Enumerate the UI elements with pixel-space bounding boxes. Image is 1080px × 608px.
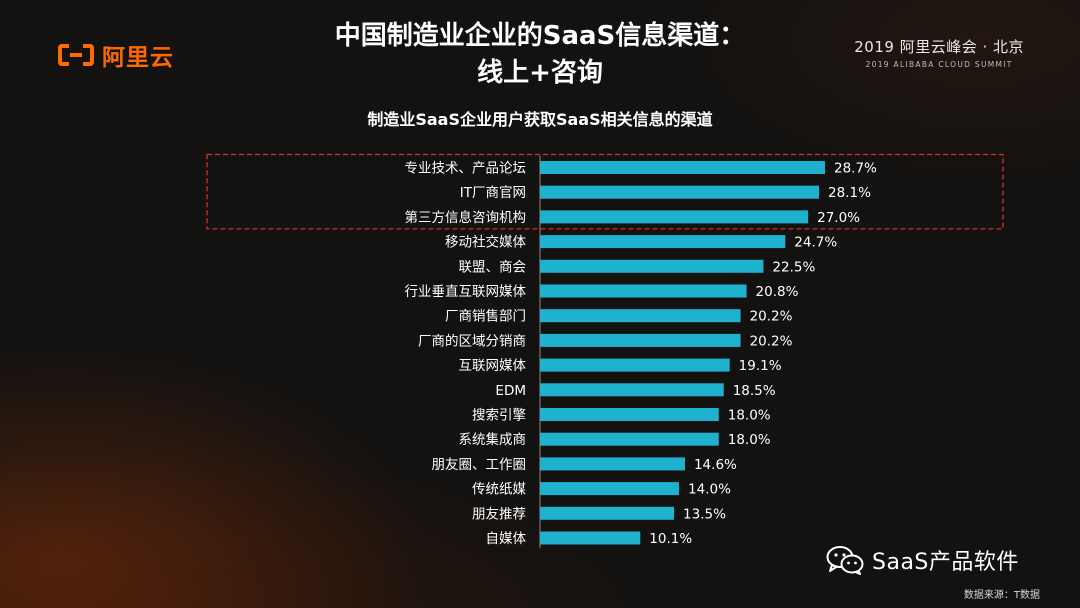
category-label: 系统集成商 [459,432,527,448]
category-label: 厂商的区域分销商 [418,333,526,349]
chart-title: 制造业SaaS企业用户获取SaaS相关信息的渠道 [367,110,713,129]
logo-text: 阿里云 [102,45,174,71]
value-label: 27.0% [817,210,860,226]
bar [540,235,786,249]
bar [540,482,680,496]
bar [540,531,641,545]
bar [540,457,685,471]
data-source: 数据来源：T数据 [963,590,1040,601]
value-label: 14.6% [694,457,737,473]
wechat-account-name: SaaS产品软件 [872,550,1019,575]
bar [540,161,825,174]
wechat-icon [826,546,864,575]
value-label: 28.7% [834,161,877,177]
category-label: EDM [495,383,526,399]
value-label: 19.1% [739,358,782,374]
value-label: 18.5% [733,383,776,399]
value-label: 20.2% [750,333,793,349]
value-label: 18.0% [728,432,771,448]
category-label: 移动社交媒体 [445,234,526,251]
bar [540,284,747,298]
category-label: 传统纸媒 [472,482,526,498]
wechat-watermark: SaaS产品软件 [826,544,1019,576]
value-label: 24.7% [794,235,837,251]
value-label: 13.5% [683,506,726,522]
bar [540,333,741,347]
category-label: 自媒体 [486,531,527,547]
category-label: 联盟、商会 [459,259,527,275]
value-label: 14.0% [688,482,731,498]
bar [540,408,719,421]
category-label: 搜索引擎 [472,408,526,424]
value-label: 20.8% [756,284,799,300]
bar [540,383,724,397]
page-title-line-2: 线上+咨询 [477,58,603,88]
value-label: 22.5% [772,259,815,275]
bar [540,210,809,224]
highlight-box [206,153,1004,230]
category-label: 行业垂直互联网媒体 [405,284,527,300]
category-label: 互联网媒体 [459,358,527,374]
summit-title: 2019 阿里云峰会 · 北京 [854,38,1024,56]
value-label: 28.1% [828,185,871,201]
summit-subtitle: 2019 ALIBABA CLOUD SUMMIT [865,60,1013,69]
bar [540,309,741,323]
page-title-line-1: 中国制造业企业的SaaS信息渠道： [334,21,746,51]
bar [540,432,719,446]
bar [540,259,764,273]
category-label: 专业技术、产品论坛 [405,161,527,177]
bar [540,185,820,199]
bar [540,506,675,520]
category-label: 朋友推荐 [472,506,526,522]
category-label: IT厂商官网 [460,185,526,201]
summit-badge: 2019 阿里云峰会 · 北京 2019 ALIBABA CLOUD SUMMI… [854,36,1024,69]
page-title: 中国制造业企业的SaaS信息渠道： 线上+咨询 [0,18,1080,92]
category-label: 第三方信息咨询机构 [405,209,527,226]
category-label: 朋友圈、工作圈 [432,457,527,473]
value-label: 18.0% [728,408,771,424]
value-label: 10.1% [649,531,692,547]
value-label: 20.2% [750,309,793,325]
bar [540,358,730,372]
category-label: 厂商销售部门 [445,309,526,325]
alibaba-cloud-logo-icon [58,44,94,66]
alibaba-cloud-logo: 阿里云 [58,38,174,72]
